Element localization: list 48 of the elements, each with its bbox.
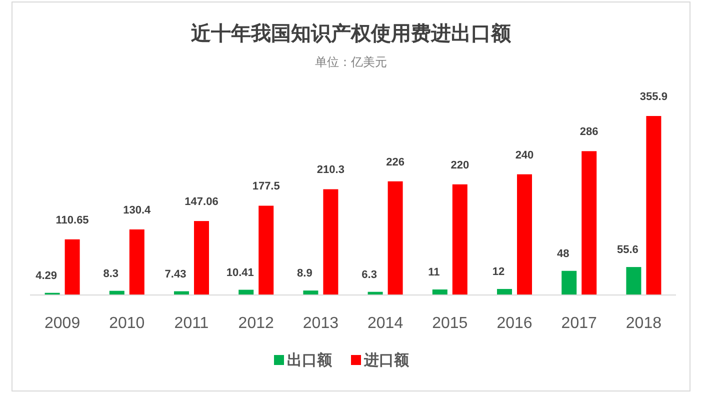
data-label: 226 xyxy=(386,156,404,168)
data-label: 48 xyxy=(556,248,570,260)
data-label: 4.29 xyxy=(36,270,58,282)
bar xyxy=(432,289,448,295)
data-label: 7.43 xyxy=(164,268,186,280)
bar xyxy=(388,181,403,295)
bar xyxy=(517,174,532,295)
bar xyxy=(323,189,338,295)
data-label: 55.6 xyxy=(616,244,638,256)
x-tick-label: 2013 xyxy=(302,315,339,332)
bar xyxy=(646,116,662,295)
x-tick-label: 2009 xyxy=(44,315,80,332)
chart-title: 近十年我国知识产权使用费进出口额 xyxy=(190,22,512,45)
data-label: 220 xyxy=(450,159,470,172)
data-label: 355.9 xyxy=(640,91,668,103)
data-label: 286 xyxy=(580,126,598,138)
data-label: 210.3 xyxy=(316,164,344,176)
x-tick-label: 2018 xyxy=(626,315,662,332)
bar xyxy=(497,288,512,295)
bar xyxy=(64,239,80,295)
x-tick-label: 2016 xyxy=(496,315,532,332)
x-tick-label: 2011 xyxy=(174,315,209,332)
x-tick-label: 2010 xyxy=(109,315,145,332)
x-tick-label: 2017 xyxy=(561,315,597,332)
data-label: 12 xyxy=(492,266,505,278)
data-label: 130.4 xyxy=(123,204,152,216)
chart-subtitle: 单位：亿美元 xyxy=(315,55,387,69)
bar xyxy=(258,206,274,295)
data-label: 240 xyxy=(515,149,534,162)
data-label: 6.3 xyxy=(362,268,377,281)
data-label: 8.3 xyxy=(103,268,119,280)
x-tick-label: 2015 xyxy=(432,315,468,332)
bar xyxy=(129,229,144,295)
data-label: 147.06 xyxy=(184,196,218,208)
data-label: 11 xyxy=(428,266,440,278)
bar xyxy=(626,267,642,295)
x-tick-label: 2014 xyxy=(368,315,404,332)
bar xyxy=(562,270,577,295)
data-label: 110.65 xyxy=(56,214,89,226)
legend-label: 进口额 xyxy=(363,351,410,369)
bar xyxy=(194,221,209,295)
data-label: 8.9 xyxy=(297,268,312,280)
x-tick-label: 2012 xyxy=(238,315,274,332)
data-label: 177.5 xyxy=(252,180,280,193)
bar xyxy=(452,184,468,295)
bar xyxy=(582,151,597,295)
legend-label: 出口额 xyxy=(287,351,333,369)
data-label: 10.41 xyxy=(226,266,254,279)
